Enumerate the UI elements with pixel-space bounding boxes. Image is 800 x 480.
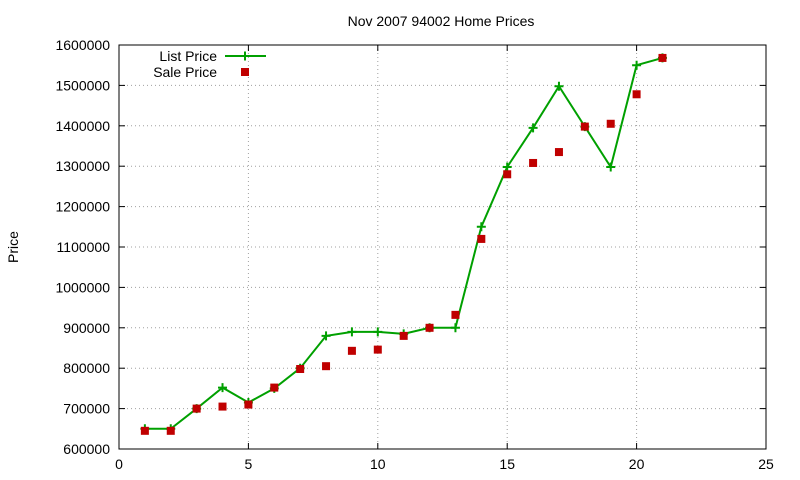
sale-price-point [399,331,408,340]
sale-price-point [606,119,615,128]
sale-price-point [425,323,434,332]
list-price-legend-marker [240,51,250,61]
x-tick-label: 10 [370,456,386,472]
sale-price-point [658,53,667,62]
list-price-point [606,162,616,172]
grid-layer [119,45,766,449]
x-tick-label: 25 [758,456,774,472]
sale-price-point [322,362,331,371]
x-tick-label: 0 [115,456,123,472]
sale-price-point [244,400,253,409]
y-tick-label: 600000 [63,441,110,457]
x-tick-label: 15 [499,456,515,472]
y-tick-label: 1100000 [57,239,111,255]
sale-price-point [140,426,149,435]
sale-price-point [529,158,538,167]
series-layer [140,53,667,435]
y-tick-label: 700000 [63,401,110,417]
list-price-point [528,123,538,133]
axis-layer: 0 5 10 15 20 25 600000 700000 800000 900000 100000… [55,37,774,472]
list-price-point [373,327,383,337]
sale-price-point [503,170,512,179]
sale-price-point [166,426,175,435]
x-tick-label: 5 [245,456,253,472]
y-tick-label: 800000 [63,360,110,376]
sale-price-point [580,122,589,131]
list-price-point [476,222,486,232]
y-tick-label: 1500000 [55,77,110,93]
sale-price-legend-label: Sale Price [153,64,217,80]
list-price-point [632,60,642,70]
y-tick-label: 1000000 [55,279,110,295]
sale-price-point [373,345,382,354]
sale-price-point [192,404,201,413]
sale-price-point [477,234,486,243]
y-tick-label: 1400000 [55,118,110,134]
sale-price-point [451,310,460,319]
y-tick-label: 1600000 [55,37,110,53]
plot-frame [118,44,767,450]
y-axis-label: Price [5,231,21,263]
list-price-line [144,56,663,430]
list-price-point [554,81,564,91]
y-tick-label: 900000 [63,320,110,336]
list-price-legend-label: List Price [159,48,217,64]
sale-price-point [218,402,227,411]
chart-title: Nov 2007 94002 Home Prices [348,13,535,29]
sale-price-point [632,90,641,99]
list-price-point [502,162,512,172]
sale-price-point [270,383,279,392]
sale-price-legend-marker [241,68,249,76]
sale-price-point [347,346,356,355]
sale-price-point [554,148,563,157]
y-tick-label: 1300000 [55,158,110,174]
list-price-point [321,331,331,341]
sale-price-point [296,365,305,374]
x-tick-label: 20 [629,456,645,472]
list-price-point [450,323,460,333]
list-price-point [347,327,357,337]
list-price-point [218,383,228,393]
y-tick-label: 1200000 [55,199,110,215]
